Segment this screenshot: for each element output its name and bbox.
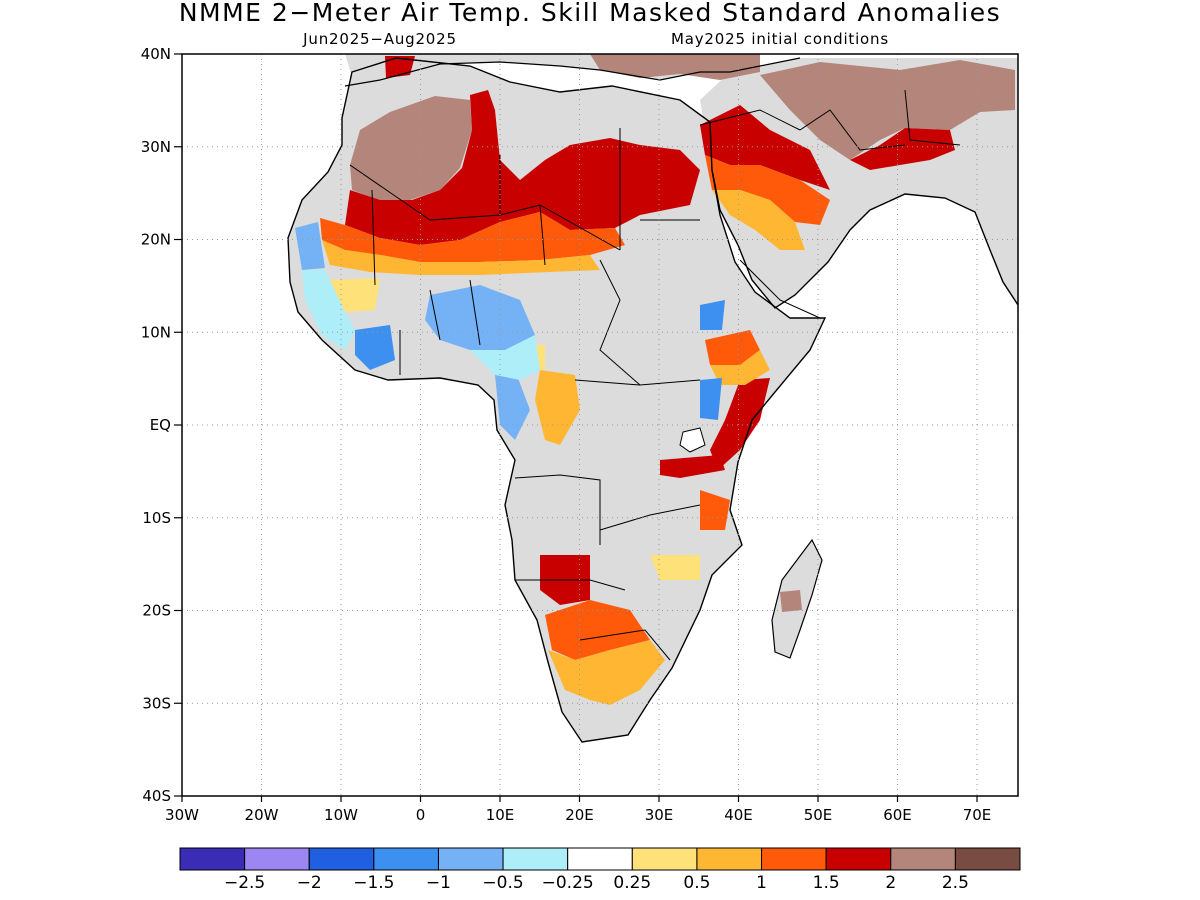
lon-tick-label: 10E [486,806,515,824]
latitude-axis: 40N 30N 20N 10N EQ 10S 20S 30S 40S [141,45,182,805]
lat-tick-label: 10S [142,509,171,527]
map-plot-area [182,54,1018,796]
legend-swatch [437,847,504,871]
anomaly-gold-southern [548,640,665,705]
anomaly-brown-mideast [760,60,1015,160]
anomaly-gold-horn [710,350,770,385]
legend-label: −0.25 [542,873,594,893]
india-landmass [975,210,1018,305]
lat-tick-label: 10N [141,323,171,341]
legend-swatch [567,847,633,871]
legend-swatch [244,847,310,871]
lon-tick-label: 50E [804,806,833,824]
anomaly-darkred-arabia [700,105,830,190]
anomaly-cyan-gulf [470,335,540,380]
anomaly-orange-southern [545,600,650,660]
legend-swatch [761,847,827,871]
lon-tick-label: 30E [645,806,674,824]
mediterranean-coastline [344,57,801,87]
legend-label: 1.5 [813,873,840,893]
anomaly-brown-sahara [350,96,472,200]
lon-tick-label: 70E [963,806,992,824]
anomaly-blue-ethiopia [700,300,725,330]
legend-label: −1.5 [353,873,394,893]
anomaly-blue-lakes [700,378,722,420]
color-legend: −2.5 −2 −1.5 −1 −0.5 −0.25 0.25 0.5 1 1.5 2 2.5 [179,847,1021,893]
anomaly-gold-congo [535,370,580,445]
legend-label: −0.5 [482,873,523,893]
lat-tick-label: 20N [141,231,171,249]
legend-swatch [179,847,246,871]
lat-tick-label: 30N [141,138,171,156]
anomaly-blue-gabon [495,370,530,440]
lon-tick-label: 30W [165,806,199,824]
anomaly-yellow-mozambique [650,555,700,580]
lon-tick-label: 10W [324,806,358,824]
gridlines [182,54,1018,796]
anomaly-darkred-tanzania [660,455,725,478]
legend-swatch [502,847,569,871]
anomaly-gold-sahel [322,240,600,275]
lat-tick-label: EQ [150,416,171,434]
legend-label: −1 [426,873,451,893]
anomaly-orange-horn [705,330,760,365]
legend-label: 2.5 [942,873,969,893]
africa-coastline [287,57,827,743]
longitude-axis: 30W 20W 10W 0 10E 20E 30E 40E 50E 60E 70E [165,796,991,824]
anomaly-gold-arabia [712,190,805,250]
lon-tick-label: 40E [724,806,753,824]
legend-swatch [825,847,892,871]
anomaly-darkred-eastafrica [710,378,770,470]
lat-tick-label: 40S [142,787,171,805]
lon-tick-label: 0 [416,806,426,824]
legend-swatch [890,847,956,871]
anomaly-orange-sahel [320,212,625,262]
legend-label: 0.5 [683,873,710,893]
legend-label: 0.25 [613,873,651,893]
anomaly-orange-arabia [705,155,830,225]
legend-swatch [308,847,375,871]
legend-swatch [631,847,698,871]
anomaly-brown-madagascar [780,590,802,612]
anomaly-darkred-iran [850,128,955,170]
map-title: NMME 2−Meter Air Temp. Skill Masked Stan… [179,0,1001,27]
anomaly-orange-mozambique [700,490,730,530]
lat-tick-label: 20S [142,602,171,620]
legend-swatch [373,847,439,871]
legend-swatch [954,847,1021,871]
lon-tick-label: 20W [245,806,279,824]
anomaly-brown-europe [590,54,760,80]
anomaly-cyan-westafrica [302,270,355,350]
legend-swatch [696,847,763,871]
legend-label: 2 [885,873,896,893]
initial-conditions-subtitle: May2025 initial conditions [671,30,889,48]
lon-tick-label: 60E [883,806,912,824]
anomaly-blue-gulf [425,285,535,350]
anomaly-blue-senegal [295,222,325,270]
lat-tick-label: 30S [142,694,171,712]
legend-label: −2.5 [224,873,265,893]
legend-label: 1 [756,873,767,893]
legend-label: −2 [297,873,322,893]
anomaly-darkred-sahara [345,90,700,245]
lake-victoria [679,427,706,453]
arabia-coastline [711,169,1018,309]
lon-tick-label: 20E [565,806,594,824]
anomaly-blue-westafrica [355,325,395,370]
anomaly-yellow-westafrica [330,278,380,312]
season-subtitle: Jun2025−Aug2025 [302,30,457,48]
lat-tick-label: 40N [141,45,171,63]
